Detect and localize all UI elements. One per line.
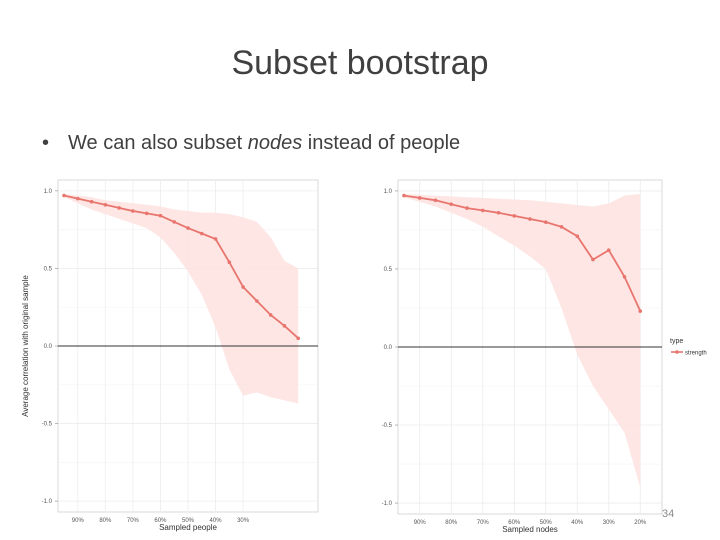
y-tick-label: -1.0	[42, 499, 53, 505]
legend-title: type	[670, 338, 683, 345]
data-point	[543, 220, 548, 224]
y-tick-label: 1.0	[44, 189, 53, 195]
data-point	[158, 213, 163, 218]
data-point	[241, 285, 245, 289]
data-point	[227, 260, 232, 265]
x-tick-label: 70%	[127, 518, 140, 524]
y-axis-title: Average correlation with original sample	[21, 275, 30, 417]
x-tick-label: 60%	[508, 520, 521, 526]
data-point	[282, 324, 287, 328]
series-line	[403, 194, 642, 312]
data-point	[268, 313, 273, 317]
y-tick-label: 0.0	[384, 345, 393, 351]
x-tick-label: 80%	[445, 520, 458, 526]
data-point	[144, 211, 149, 216]
bullet-text-emphasis: nodes	[247, 132, 303, 154]
y-tick-label: 1.0	[384, 189, 393, 195]
x-tick-label: 50%	[540, 520, 553, 526]
data-point	[296, 336, 301, 341]
data-point	[559, 225, 564, 229]
data-point	[496, 210, 501, 215]
slide-title: Subset bootstrap	[231, 44, 489, 82]
x-tick-label: 60%	[154, 518, 167, 524]
x-tick-label: 90%	[414, 520, 427, 526]
data-point	[89, 199, 94, 204]
x-tick-label: 40%	[210, 518, 223, 524]
bullet-text-start: We can also subset	[68, 132, 248, 154]
data-point	[199, 231, 204, 236]
x-tick-label: 90%	[72, 518, 85, 524]
data-point	[103, 203, 108, 207]
y-tick-label: 0.5	[44, 266, 53, 272]
data-point	[417, 196, 422, 200]
x-tick-label: 50%	[182, 518, 195, 524]
data-point	[433, 198, 438, 203]
data-point	[255, 299, 259, 303]
x-tick-label: 20%	[634, 520, 647, 526]
x-tick-label: 30%	[603, 520, 616, 526]
confidence-ribbon	[404, 194, 641, 488]
data-point	[186, 226, 190, 230]
data-point	[512, 214, 517, 218]
x-tick-label: 70%	[477, 520, 490, 526]
data-point	[131, 209, 135, 213]
data-point	[75, 196, 80, 201]
y-tick-label: -0.5	[42, 422, 53, 428]
data-point	[606, 248, 611, 253]
bullet-point: • We can also subset nodes instead of peo…	[42, 132, 460, 155]
data-point	[449, 202, 454, 206]
data-point	[638, 309, 643, 313]
y-tick-label: 0.0	[44, 344, 53, 350]
bullet-icon: •	[42, 132, 50, 154]
confidence-ribbon	[64, 194, 299, 404]
data-point	[622, 274, 627, 279]
page-number: 34	[662, 508, 675, 520]
data-point	[402, 193, 406, 198]
x-axis-title: Sampled people	[159, 523, 217, 532]
data-point	[480, 208, 485, 213]
data-point	[465, 206, 469, 210]
legend-entry-label: strength	[685, 351, 707, 357]
data-point	[62, 193, 66, 198]
data-point	[117, 206, 121, 210]
data-point	[528, 217, 532, 221]
y-tick-label: -1.0	[382, 501, 393, 507]
data-point	[575, 234, 580, 238]
data-point	[213, 237, 218, 241]
data-point	[591, 257, 595, 262]
x-tick-label: 40%	[571, 520, 584, 526]
x-axis-title: Sampled nodes	[502, 525, 558, 534]
legend-key-point	[675, 350, 679, 354]
x-tick-label: 80%	[99, 518, 112, 524]
y-tick-label: -0.5	[382, 423, 393, 429]
data-point	[172, 220, 177, 224]
bullet-text-end: instead of people	[302, 132, 461, 154]
y-tick-label: 0.5	[384, 267, 393, 273]
series-line	[63, 194, 299, 339]
x-tick-label: 30%	[237, 518, 250, 524]
